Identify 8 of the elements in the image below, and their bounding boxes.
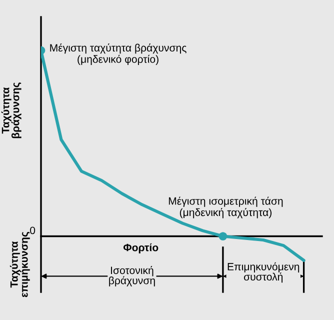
text: 0 (30, 226, 36, 234)
x-axis-title: Φορτίο (123, 243, 158, 254)
text: Επιμηκυνόμενη συστολή (228, 262, 300, 283)
annotation: Μέγιστη ταχύτητα βράχυνσης (μηδενικό φορτίο) (50, 44, 186, 65)
text: Ισοτονική βράχυνση (109, 266, 155, 286)
y-axis-title: Ταχύτητα βράχυνσης (1, 82, 22, 138)
annotation: Μέγιστη ισομετρική τάση (μηδενική ταχύτητα) (168, 196, 283, 218)
text: Ταχύτητα επιμήκυνσης (10, 232, 30, 298)
